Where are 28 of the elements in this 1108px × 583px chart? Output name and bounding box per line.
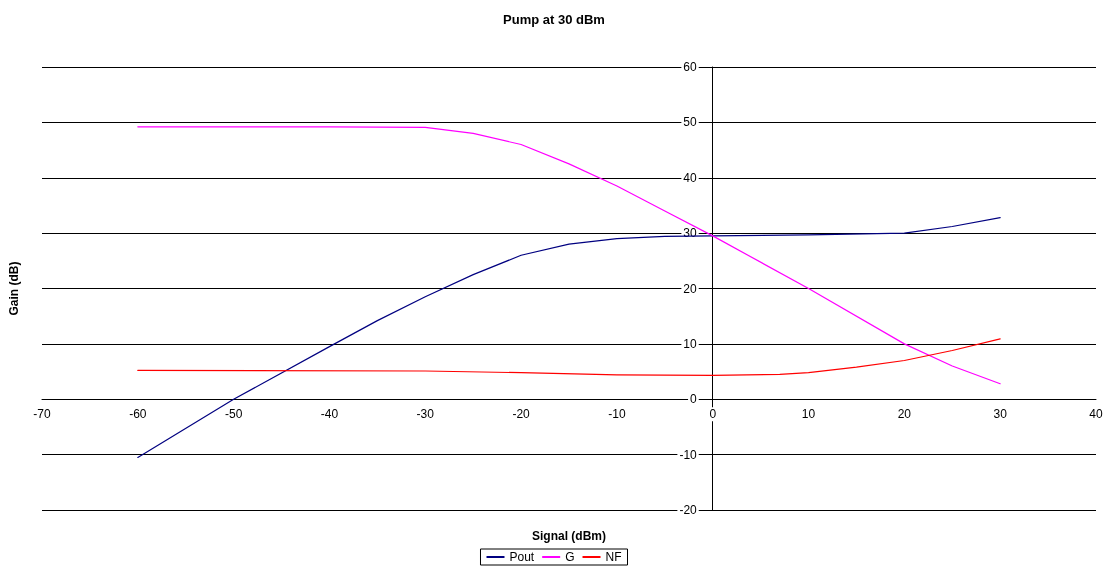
y-axis-title: Gain (dB) — [7, 261, 21, 316]
x-axis-title: Signal (dBm) — [532, 529, 606, 543]
x-tick-label: -10 — [608, 407, 626, 422]
x-tick-label: -50 — [224, 407, 243, 422]
y-tick-label: 20 — [683, 281, 698, 296]
x-tick-label: 10 — [801, 407, 816, 422]
legend-label: Pout — [509, 550, 535, 564]
y-tick-label: 50 — [683, 115, 698, 130]
y-tick-label: 40 — [683, 170, 698, 185]
line-series — [137, 126, 1001, 385]
x-tick-label: 20 — [897, 407, 912, 422]
x-tick-label: 30 — [993, 407, 1008, 422]
chart-title: Pump at 30 dBm — [503, 12, 605, 27]
x-tick-label: -20 — [512, 407, 531, 422]
legend-label: NF — [605, 550, 622, 564]
x-tick-label: 40 — [1089, 407, 1103, 422]
line-series — [137, 338, 1001, 377]
legend-label: G — [565, 550, 575, 564]
x-tick-label: -70 — [33, 407, 51, 422]
y-tick-label: -20 — [679, 503, 698, 517]
y-tick-label: -10 — [679, 447, 698, 462]
y-tick-label: 0 — [690, 392, 698, 407]
x-tick-label: -40 — [320, 407, 339, 422]
y-tick-label: 10 — [683, 336, 698, 351]
x-tick-label: 0 — [709, 407, 717, 422]
y-tick-label: 60 — [683, 60, 698, 74]
x-tick-label: -60 — [129, 407, 147, 422]
x-tick-label: -30 — [416, 407, 435, 422]
